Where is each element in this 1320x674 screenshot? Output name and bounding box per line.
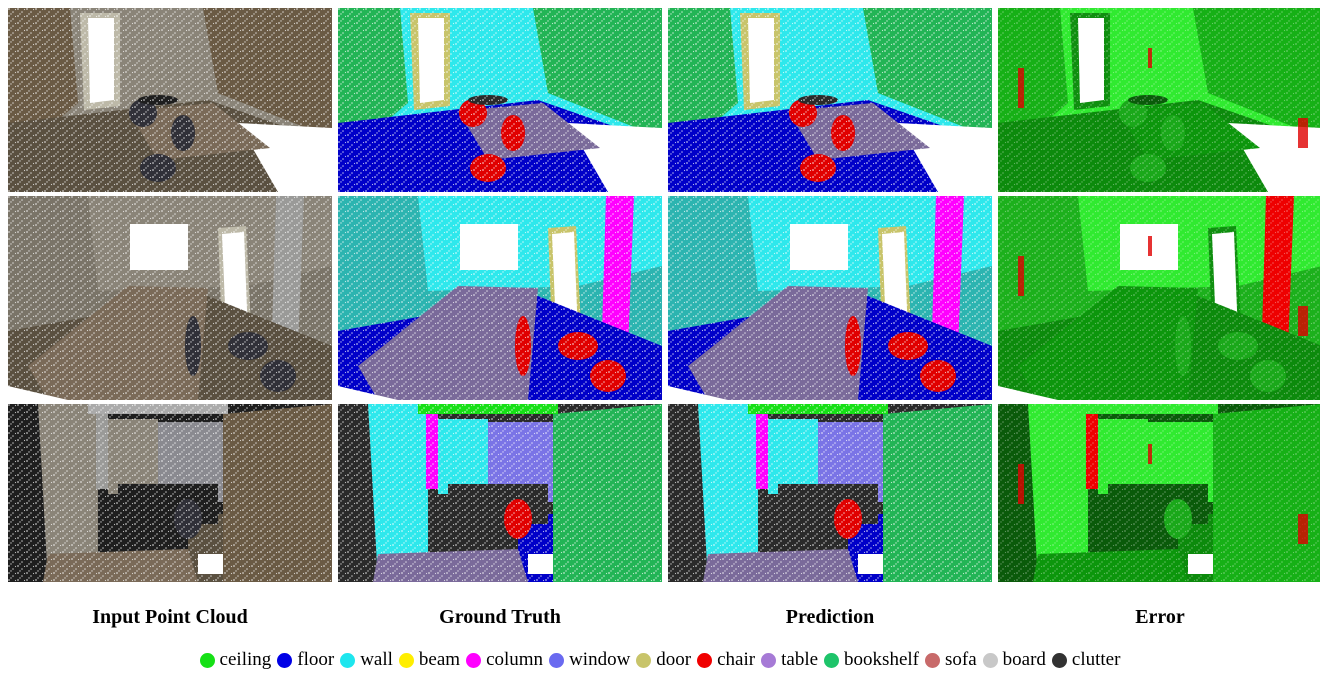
speckle [998,404,1320,582]
image-panel [668,196,992,400]
speckle [338,8,662,192]
legend-label: table [781,649,819,670]
legend-label: door [656,649,692,670]
legend-item: sofa [924,649,977,671]
legend-label: window [569,649,631,670]
legend-label: clutter [1071,649,1121,670]
legend-label: wall [360,649,393,670]
image-grid [8,8,1320,582]
column-title: Prediction [785,606,875,628]
legend-label: chair [717,649,756,670]
legend-swatch [340,652,356,668]
legend-label: ceiling [219,649,272,670]
scene [8,8,332,192]
legend-item: beam [398,649,461,671]
legend-item: door [636,649,691,671]
image-panel [8,196,332,400]
error-spot [1018,256,1024,296]
scene [998,196,1320,400]
column-title: Ground Truth [439,606,561,628]
column-title: Error [1135,606,1185,628]
scene [338,404,662,582]
image-panel [8,8,332,192]
scene [668,8,992,192]
legend: ceiling floor wall beam column window door chai… [0,649,1320,671]
speckle [8,404,332,582]
legend-item: clutter [1051,649,1121,671]
error-spot [1298,118,1308,148]
speckle [8,196,332,400]
scene [338,8,662,192]
error-spot [1298,514,1308,544]
legend-label: sofa [944,649,977,670]
speckle [668,196,992,400]
legend-swatch [824,652,840,668]
speckle [8,8,332,192]
scene [8,404,332,582]
image-panel [338,404,662,582]
legend-item: window [549,649,630,671]
scene [998,8,1320,192]
speckle [998,196,1320,400]
legend-item: floor [277,649,334,671]
error-spot [1018,464,1024,504]
image-panel [998,404,1320,582]
legend-swatch [697,652,713,668]
legend-item: wall [340,649,393,671]
legend-swatch [398,652,414,668]
legend-item: ceiling [199,649,272,671]
legend-swatch [1051,652,1067,668]
speckle [668,404,992,582]
scene [668,404,992,582]
legend-swatch [466,652,482,668]
legend-item: bookshelf [824,649,919,671]
speckle [338,404,662,582]
error-spot [1148,48,1152,68]
scene [998,404,1320,582]
speckle [668,8,992,192]
error-spot [1298,306,1308,336]
image-panel [8,404,332,582]
legend-label: beam [418,649,461,670]
legend-label: board [1002,649,1046,670]
speckle [338,196,662,400]
legend-swatch [549,652,565,668]
legend-label: bookshelf [844,649,919,670]
legend-swatch [924,652,940,668]
legend-swatch [277,652,293,668]
scene [668,196,992,400]
scene [338,196,662,400]
column-title: Input Point Cloud [92,606,248,628]
legend-item: board [982,649,1046,671]
image-panel [338,8,662,192]
legend-item: column [466,649,543,671]
scene [8,196,332,400]
image-panel [338,196,662,400]
legend-label: column [486,649,544,670]
image-panel [998,196,1320,400]
legend-item: table [761,649,818,671]
legend-label: floor [297,649,335,670]
image-panel [998,8,1320,192]
legend-swatch [982,652,998,668]
error-spot [1148,236,1152,256]
image-panel [668,404,992,582]
error-spot [1148,444,1152,464]
legend-swatch [199,652,215,668]
error-spot [1018,68,1024,108]
legend-item: chair [697,649,755,671]
legend-swatch [636,652,652,668]
speckle [998,8,1320,192]
legend-swatch [761,652,777,668]
image-panel [668,8,992,192]
